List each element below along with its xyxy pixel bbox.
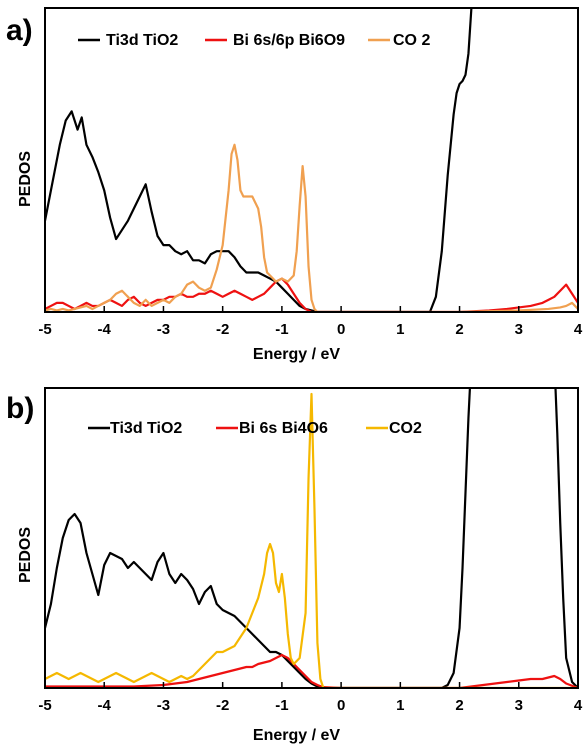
- panel-a-x-tick-label: 4: [574, 321, 583, 338]
- panel-b-y-axis-title: PEDOS: [17, 527, 34, 583]
- panel-a-plot-frame: [44, 7, 579, 313]
- panel-b-x-tick-label: 1: [396, 697, 404, 714]
- panel-b-x-tick-label: 2: [455, 697, 463, 714]
- panel-a: -5 -4 -3 -2 -1 0 1 2 3 4 Energy / eV PEDOS a) Ti3d Ti…: [6, 7, 583, 363]
- panel-a-x-tick-label: 1: [396, 321, 404, 338]
- panel-b-x-tick-label: -3: [157, 697, 170, 714]
- panel-b-x-tick-label: -2: [216, 697, 229, 714]
- panel-b-legend-entry-ti3d-tio2: Ti3d TiO2: [110, 420, 182, 437]
- panel-b-x-tick-label: 3: [515, 697, 523, 714]
- panel-a-legend-entry-co-2: CO 2: [393, 32, 430, 49]
- panel-b-series-bi-6s-bi4o6-line: [45, 653, 578, 688]
- panel-a-series-ti3d-tio2-line: [45, 8, 473, 312]
- panel-a-x-tick-label: -5: [38, 321, 51, 338]
- panel-b: -5 -4 -3 -2 -1 0 1 2 3 4 Energy / eV PEDOS b) Ti3d Ti…: [6, 387, 583, 744]
- panel-b-legend: Ti3d TiO2 Bi 6s Bi4O6 CO2: [88, 420, 422, 437]
- panel-b-x-tick-label: -1: [275, 697, 288, 714]
- panel-b-series-ti3d-tio2-line: [45, 388, 578, 688]
- panel-b-x-axis-title: Energy / eV: [253, 727, 340, 744]
- panel-b-legend-entry-bi-6s-bi4o6: Bi 6s Bi4O6: [239, 420, 328, 437]
- panel-a-x-tick-label: -2: [216, 321, 229, 338]
- panel-b-label: b): [6, 392, 34, 425]
- panel-a-x-tick-label: 3: [515, 321, 523, 338]
- panel-b-x-tick-label: 4: [574, 697, 583, 714]
- panel-a-x-tick-label: -4: [98, 321, 112, 338]
- panel-a-x-tick-label: 2: [455, 321, 463, 338]
- panel-a-legend: Ti3d TiO2 Bi 6s/6p Bi6O9 CO 2: [78, 32, 430, 49]
- panel-a-label: a): [6, 14, 33, 47]
- panel-a-x-tick-label: -3: [157, 321, 170, 338]
- panel-b-x-tick-label: 0: [337, 697, 345, 714]
- panel-a-legend-entry-bi-6s-6p-bi6o9: Bi 6s/6p Bi6O9: [233, 32, 345, 49]
- panel-b-series-co2-line: [45, 392, 578, 688]
- panel-b-x-tick-label: -5: [38, 697, 51, 714]
- panel-b-legend-entry-co2: CO2: [389, 420, 422, 437]
- panel-a-y-axis-title: PEDOS: [17, 151, 34, 207]
- panel-a-x-axis-title: Energy / eV: [253, 346, 340, 363]
- panel-a-legend-entry-ti3d-tio2: Ti3d TiO2: [106, 32, 178, 49]
- panel-b-x-tick-label: -4: [98, 697, 112, 714]
- panel-a-x-tick-label: 0: [337, 321, 345, 338]
- panel-b-plot-frame: [44, 387, 579, 689]
- panel-a-x-tick-label: -1: [275, 321, 288, 338]
- panel-a-series-co-2-line: [45, 143, 578, 312]
